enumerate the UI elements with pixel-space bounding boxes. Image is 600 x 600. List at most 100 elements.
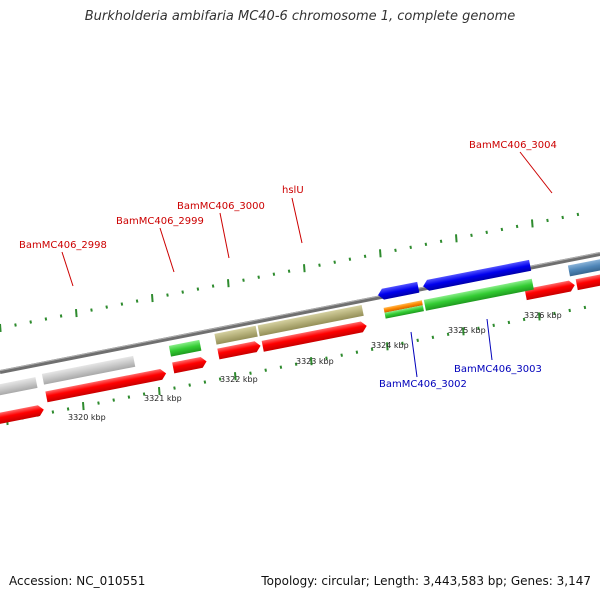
tick-upper-22 <box>333 260 336 264</box>
scale-label-3323: 3323 kbp <box>296 357 334 366</box>
tick-lower-21 <box>325 356 328 360</box>
tick-upper-21 <box>318 263 321 267</box>
tick-upper-6 <box>90 308 93 312</box>
tick-lower-3 <box>51 410 55 414</box>
gene-forward-olive-hslu[interactable] <box>257 304 364 337</box>
tick-lower-11 <box>173 386 176 390</box>
label-bam3002[interactable]: BamMC406_3002 <box>379 379 467 390</box>
tick-upper-34 <box>515 224 519 229</box>
cds-forward-1[interactable] <box>0 404 45 429</box>
accession-text: Accession: NC_010551 <box>9 574 146 588</box>
tick-upper-25 <box>379 249 382 258</box>
gene-forward-olive-3000[interactable] <box>214 325 258 345</box>
tick-lower-18 <box>279 365 283 369</box>
tick-upper-1 <box>14 323 17 327</box>
gene-forward-grey-1[interactable] <box>0 377 38 402</box>
scale-label-3324: 3324 kbp <box>371 341 409 350</box>
tick-upper-36 <box>546 218 549 223</box>
tick-lower-20 <box>310 357 313 366</box>
tick-lower-8 <box>127 395 131 399</box>
label-bam3000[interactable]: BamMC406_3000 <box>177 201 265 212</box>
tick-upper-11 <box>166 293 169 297</box>
tick-lower-5 <box>82 402 85 411</box>
gene-track <box>0 252 600 429</box>
cds-reverse-3003[interactable] <box>422 259 532 292</box>
cds-forward-3005[interactable] <box>575 267 600 291</box>
map-title: Burkholderia ambifaria MC40-6 chromosome… <box>84 9 516 24</box>
tick-upper-5 <box>75 309 78 318</box>
cds-reverse-3002[interactable] <box>377 281 420 301</box>
tick-lower-32 <box>492 323 495 327</box>
tick-lower-17 <box>264 368 267 372</box>
tick-upper-30 <box>455 234 458 243</box>
tick-lower-23 <box>355 350 359 354</box>
tick-lower-31 <box>477 326 480 330</box>
tick-upper-15 <box>227 279 230 288</box>
tick-lower-27 <box>416 338 419 342</box>
scale-label-3321: 3321 kbp <box>144 394 182 403</box>
tick-upper-10 <box>151 294 154 303</box>
tick-upper-24 <box>363 254 367 258</box>
tick-upper-26 <box>394 248 397 252</box>
scale-label-3326: 3326 kbp <box>524 311 562 320</box>
tick-lower-34 <box>522 317 526 322</box>
tick-lower-22 <box>340 353 343 357</box>
cds-forward-hslu[interactable] <box>261 320 368 352</box>
cds-forward-3004[interactable] <box>524 280 576 301</box>
tick-upper-31 <box>470 233 473 237</box>
tick-lower-13 <box>203 380 207 384</box>
label-hslu[interactable]: hslU <box>282 185 304 196</box>
cds-forward-2998[interactable] <box>45 368 167 403</box>
leader-bam3004 <box>519 151 553 194</box>
tick-lower-4 <box>66 407 70 411</box>
tick-upper-13 <box>196 287 200 291</box>
tick-lower-6 <box>97 401 100 405</box>
gene-forward-green-2999[interactable] <box>168 339 202 357</box>
tick-lower-35 <box>538 312 541 321</box>
tick-lower-29 <box>446 332 450 336</box>
tick-upper-7 <box>105 305 108 309</box>
leader-bam3000 <box>219 212 230 259</box>
scale-label-3320: 3320 kbp <box>68 413 106 422</box>
tick-row-upper <box>0 212 580 333</box>
gene-reverse-orange-3002[interactable] <box>383 300 423 313</box>
cds-forward-3000[interactable] <box>217 340 261 360</box>
tick-upper-9 <box>135 299 139 303</box>
tick-lower-38 <box>583 305 587 310</box>
tick-lower-10 <box>158 387 161 396</box>
tick-upper-8 <box>120 302 124 306</box>
tick-lower-24 <box>370 347 374 351</box>
tick-upper-16 <box>242 278 245 282</box>
tick-lower-16 <box>249 371 252 375</box>
label-bam2999[interactable]: BamMC406_2999 <box>116 216 204 227</box>
label-bam3003[interactable]: BamMC406_3003 <box>454 364 542 375</box>
tick-upper-12 <box>181 290 184 294</box>
tick-upper-17 <box>257 275 260 279</box>
gene-reverse-green-3002[interactable] <box>384 305 424 319</box>
tick-upper-29 <box>439 239 443 243</box>
label-bam2998[interactable]: BamMC406_2998 <box>19 240 107 251</box>
tick-lower-14 <box>218 377 222 381</box>
tick-upper-19 <box>287 269 291 273</box>
label-bam3004[interactable]: BamMC406_3004 <box>469 140 557 151</box>
tick-lower-33 <box>507 320 511 325</box>
tick-upper-3 <box>44 317 48 321</box>
gene-forward-grey-2998[interactable] <box>41 355 136 385</box>
scale-label-3322: 3322 kbp <box>220 375 258 384</box>
tick-lower-36 <box>553 311 556 316</box>
gene-forward-steelblue-3004[interactable] <box>567 252 600 277</box>
tick-upper-18 <box>272 272 276 276</box>
cds-forward-2999[interactable] <box>172 356 207 374</box>
tick-upper-27 <box>409 245 412 249</box>
tick-lower-9 <box>142 392 146 396</box>
tick-upper-37 <box>561 215 564 220</box>
gene-reverse-green-3003[interactable] <box>423 278 534 311</box>
tick-upper-35 <box>531 219 534 228</box>
tick-lower-30 <box>462 327 465 336</box>
leader-bam3003 <box>486 318 493 361</box>
tick-lower-26 <box>401 341 404 345</box>
tick-upper-4 <box>59 314 63 318</box>
tick-upper-14 <box>211 284 215 288</box>
